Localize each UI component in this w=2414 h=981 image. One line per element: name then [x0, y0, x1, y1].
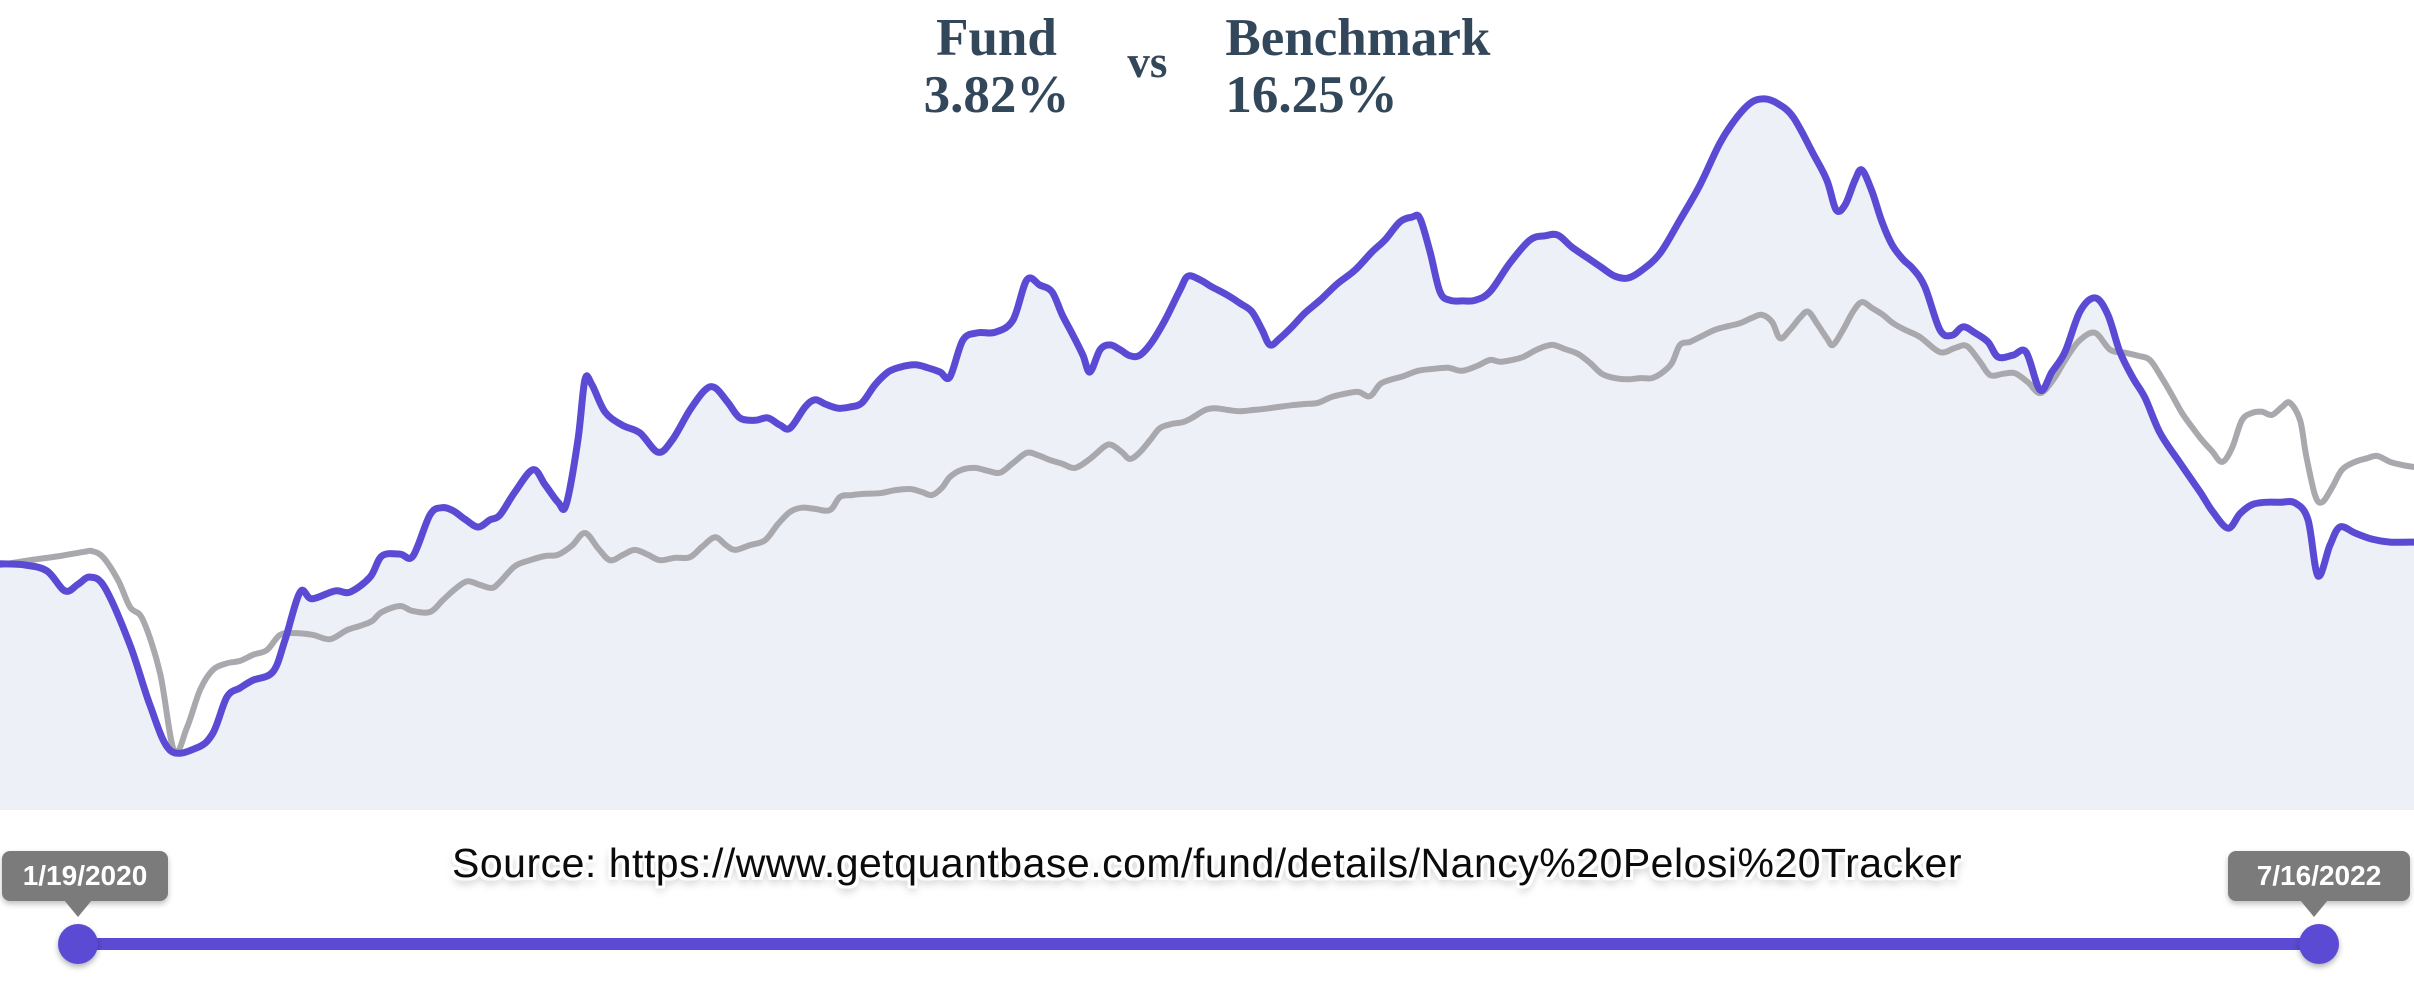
slider-handle-start[interactable] — [58, 924, 98, 964]
fund-line — [0, 95, 2414, 757]
fund-area-fill — [0, 98, 2414, 811]
end-badge-pointer-icon — [2300, 900, 2328, 917]
slider-track[interactable] — [60, 938, 2332, 950]
end-date-badge: 7/16/2022 — [2228, 851, 2410, 901]
benchmark-line — [0, 299, 2414, 756]
start-badge-pointer-icon — [64, 900, 92, 917]
start-date-badge: 1/19/2020 — [2, 851, 168, 901]
slider-handle-end[interactable] — [2299, 924, 2339, 964]
source-watermark: Source: https://www.getquantbase.com/fun… — [452, 840, 1962, 886]
